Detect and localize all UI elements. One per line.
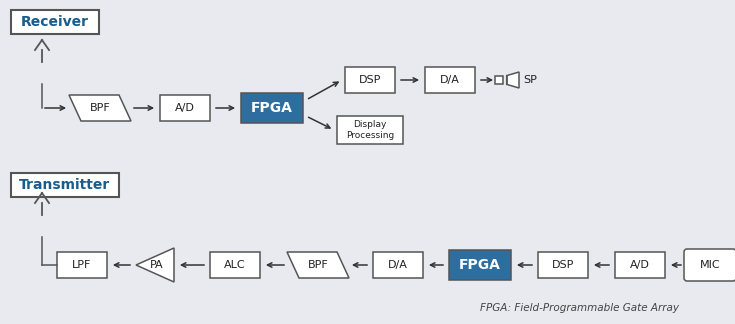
Bar xyxy=(241,93,303,123)
Polygon shape xyxy=(287,252,349,278)
Bar xyxy=(538,252,588,278)
Text: LPF: LPF xyxy=(72,260,92,270)
Text: A/D: A/D xyxy=(175,103,195,113)
Bar xyxy=(11,10,99,34)
Bar xyxy=(615,252,665,278)
Bar xyxy=(373,252,423,278)
Text: FPGA: FPGA xyxy=(459,258,501,272)
Text: DSP: DSP xyxy=(359,75,381,85)
Bar xyxy=(160,95,210,121)
Text: MIC: MIC xyxy=(700,260,720,270)
Text: BPF: BPF xyxy=(90,103,110,113)
Text: FPGA: FPGA xyxy=(251,101,293,115)
Text: FPGA: Field-Programmable Gate Array: FPGA: Field-Programmable Gate Array xyxy=(481,303,679,313)
Text: A/D: A/D xyxy=(630,260,650,270)
Text: Transmitter: Transmitter xyxy=(19,178,111,192)
Bar xyxy=(11,173,119,197)
Text: SP: SP xyxy=(523,75,537,85)
Bar xyxy=(210,252,260,278)
Text: D/A: D/A xyxy=(388,260,408,270)
Polygon shape xyxy=(506,72,519,88)
Polygon shape xyxy=(136,248,174,282)
Text: ALC: ALC xyxy=(224,260,245,270)
Bar xyxy=(345,67,395,93)
Bar xyxy=(337,116,403,144)
FancyBboxPatch shape xyxy=(684,249,735,281)
Text: BPF: BPF xyxy=(308,260,329,270)
Bar xyxy=(425,67,475,93)
Text: D/A: D/A xyxy=(440,75,460,85)
Bar xyxy=(495,75,503,84)
Text: Receiver: Receiver xyxy=(21,15,89,29)
Bar xyxy=(449,250,511,280)
Polygon shape xyxy=(69,95,131,121)
Text: DSP: DSP xyxy=(552,260,574,270)
Text: Display
Processing: Display Processing xyxy=(346,120,394,140)
Bar xyxy=(57,252,107,278)
Text: PA: PA xyxy=(150,260,164,270)
